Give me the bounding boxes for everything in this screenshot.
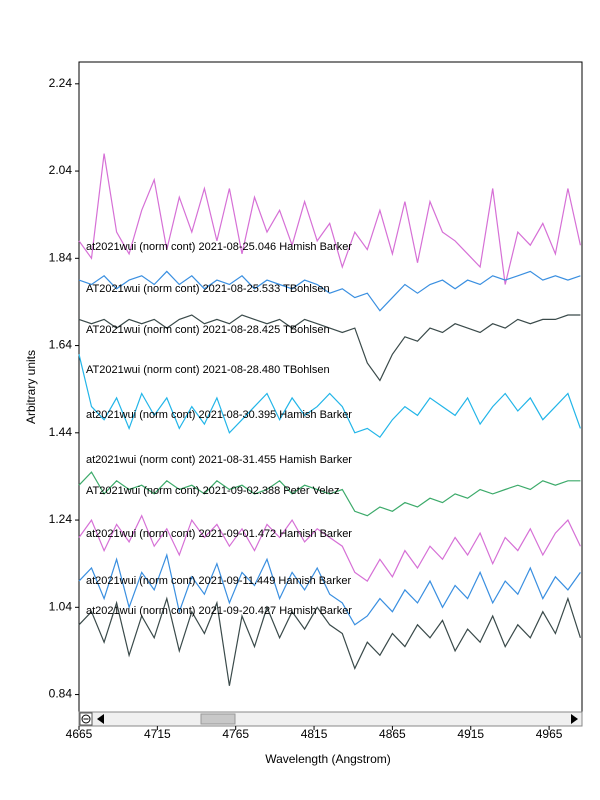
spectrum-label: AT2021wui (norm cont) 2021-08-28.425 TBo… <box>86 324 330 336</box>
y-axis-title: Arbitrary units <box>24 350 38 424</box>
y-tick-label: 1.04 <box>49 599 73 613</box>
spectrum-line <box>78 354 581 439</box>
y-tick-label: 2.04 <box>49 163 73 177</box>
spectrum-line <box>78 596 581 686</box>
spectrum-line <box>78 471 581 517</box>
spectrum-label: at2021wui (norm cont) 2021-09-11.449 Ham… <box>86 575 351 587</box>
spectrum-line <box>78 552 581 626</box>
spectrum-label: at2021wui (norm cont) 2021-08-30.395 Ham… <box>86 409 352 421</box>
x-tick-label: 4765 <box>222 727 249 741</box>
scroll-thumb[interactable] <box>200 713 236 725</box>
y-tick-label: 1.84 <box>49 250 73 264</box>
y-tick-label: 1.24 <box>49 512 73 526</box>
x-tick-label: 4915 <box>457 727 484 741</box>
spectrum-line <box>78 153 581 285</box>
zoom-reset-icon <box>81 714 91 724</box>
scrollbar-track <box>78 711 583 727</box>
spectrum-label: AT2021wui (norm cont) 2021-08-25.533 TBo… <box>86 283 330 295</box>
scroll-left-button[interactable] <box>97 714 104 724</box>
x-tick-label: 4715 <box>144 727 171 741</box>
y-tick-label: 1.64 <box>49 338 73 352</box>
scroll-right-button[interactable] <box>571 714 578 724</box>
y-tick-label: 0.84 <box>49 687 73 701</box>
x-tick-label: 4665 <box>66 727 93 741</box>
spectrum-line <box>78 314 581 382</box>
spectrum-label: at2021wui (norm cont) 2021-08-25.046 Ham… <box>86 241 352 253</box>
spectrum-label: at2021wui (norm cont) 2021-09-20.427 Ham… <box>86 605 352 617</box>
scrollbar <box>78 711 583 727</box>
spectrum-label: at2021wui (norm cont) 2021-09-01.472 Ham… <box>86 528 352 540</box>
y-tick-label: 2.24 <box>49 76 73 90</box>
plot-area <box>78 61 583 713</box>
x-tick-label: 4965 <box>536 727 563 741</box>
y-tick-label: 1.44 <box>49 425 73 439</box>
x-axis-title: Wavelength (Angstrom) <box>265 752 391 766</box>
spectrum-label: at2021wui (norm cont) 2021-08-31.455 Ham… <box>86 454 352 466</box>
x-tick-label: 4815 <box>301 727 328 741</box>
spectrum-line <box>78 270 581 312</box>
spectrum-line <box>78 514 581 582</box>
spectrum-label: AT2021wui (norm cont) 2021-08-28.480 TBo… <box>86 364 330 376</box>
spectrum-label: AT2021wui (norm cont) 2021-09-02.388 Pet… <box>86 485 340 497</box>
x-tick-label: 4865 <box>379 727 406 741</box>
